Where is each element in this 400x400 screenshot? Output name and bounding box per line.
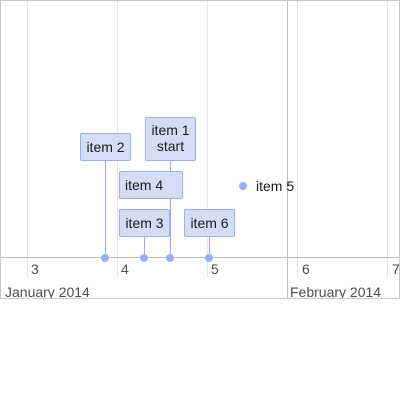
- grid-line-month: [287, 1, 288, 298]
- item-6-anchor: [205, 254, 213, 262]
- item-label: item 6: [190, 215, 229, 231]
- timeline[interactable]: 3 4 5 6 7 January 2014 February 2014 ite…: [0, 0, 400, 299]
- axis-day-label: 5: [211, 261, 219, 277]
- axis-day-label: 7: [392, 261, 400, 277]
- item-3-anchor: [140, 254, 148, 262]
- item-label: item 1: [151, 122, 190, 138]
- item-label: item 4: [125, 177, 164, 193]
- item-2-stem: [105, 160, 106, 258]
- timeline-item-5[interactable]: item 5: [256, 178, 295, 194]
- axis-month-label: February 2014: [290, 284, 382, 299]
- item-label: start: [156, 138, 185, 154]
- grid-line: [207, 1, 208, 278]
- grid-line: [297, 1, 298, 278]
- item-3-stem: [144, 236, 145, 258]
- axis-month-label: January 2014: [5, 284, 90, 299]
- timeline-item-6[interactable]: item 6: [184, 209, 235, 237]
- item-1-anchor: [166, 254, 174, 262]
- item-1-stem: [170, 160, 171, 258]
- timeline-item-1[interactable]: item 1 start: [145, 117, 196, 161]
- item-label: item 3: [125, 215, 164, 231]
- item-label: item 2: [86, 139, 125, 155]
- grid-line: [27, 1, 28, 278]
- axis-day-label: 3: [31, 261, 39, 277]
- timeline-item-2[interactable]: item 2: [80, 133, 131, 161]
- axis-day-label: 4: [121, 261, 129, 277]
- timeline-item-3[interactable]: item 3: [119, 209, 170, 237]
- time-axis: [1, 257, 399, 258]
- item-6-stem: [209, 236, 210, 258]
- axis-day-label: 6: [302, 261, 310, 277]
- item-5-dot: [239, 182, 247, 190]
- grid-line: [387, 1, 388, 278]
- timeline-item-4[interactable]: item 4: [119, 171, 183, 199]
- item-2-anchor: [101, 254, 109, 262]
